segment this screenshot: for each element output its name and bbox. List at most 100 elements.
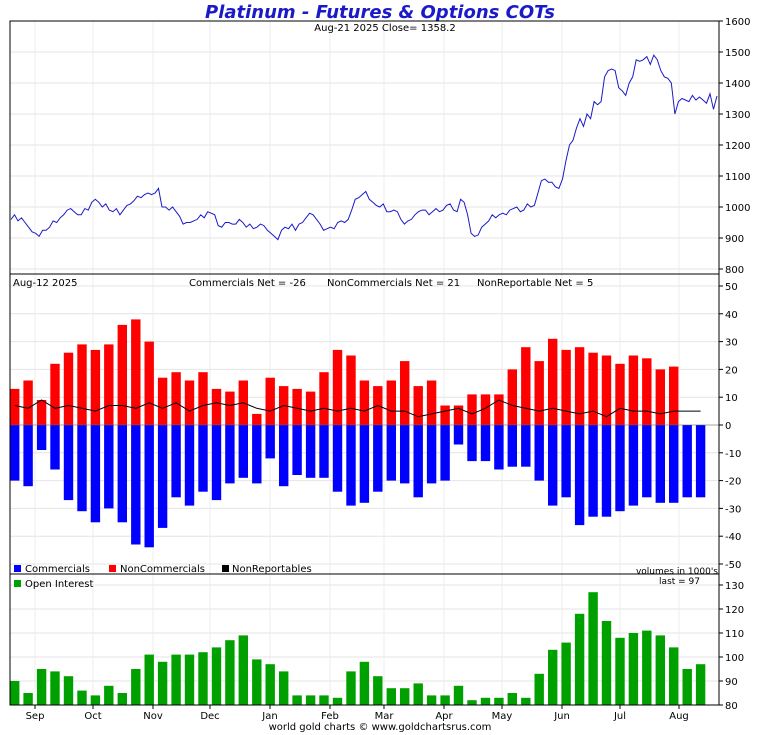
commercials-bar <box>157 425 168 528</box>
month-label: Feb <box>321 711 339 722</box>
commercials-bar <box>548 425 558 506</box>
noncommercials-bar <box>265 377 275 425</box>
legend-swatch-commercials <box>14 565 21 572</box>
open-interest-bar <box>225 640 235 705</box>
noncommercials-bar <box>50 363 60 425</box>
cot-axis-tick-label: 50 <box>725 282 738 293</box>
commercials-bar <box>23 425 33 487</box>
noncommercials-bar <box>346 355 356 425</box>
open-interest-bar <box>373 676 383 705</box>
price-axis-tick-label: 1500 <box>725 48 750 59</box>
open-interest-bar <box>494 697 504 705</box>
open-interest-bar <box>265 664 275 705</box>
noncommercials-bar <box>467 394 477 425</box>
price-axis-tick-label: 1200 <box>725 141 750 152</box>
open-interest-bar <box>601 621 612 705</box>
noncommercials-bar <box>521 347 531 425</box>
open-interest-bar <box>305 695 316 705</box>
legend-swatch-open-interest <box>14 580 21 587</box>
open-interest-bar <box>521 697 531 705</box>
commercials-bar <box>682 425 692 498</box>
noncommercials-bar <box>198 372 208 425</box>
price-axis-tick-label: 1300 <box>725 110 750 121</box>
open-interest-bar <box>279 671 289 705</box>
cot-axis-tick-label: 10 <box>725 393 738 404</box>
noncommercials-bar <box>292 388 302 425</box>
open-interest-bar <box>467 700 477 705</box>
noncommercials-bar <box>77 344 87 425</box>
commercials-bar <box>63 425 74 501</box>
month-label: Oct <box>84 711 101 722</box>
commercials-bar <box>305 425 316 478</box>
price-subtitle: Aug-21 2025 Close= 1358.2 <box>314 23 455 34</box>
oi-axis-tick-label: 110 <box>725 629 744 640</box>
noncommercials-bar <box>319 372 329 425</box>
cot-axis-tick-label: -20 <box>725 477 741 488</box>
cot-axis-tick-label: 20 <box>725 365 738 376</box>
nonreportables-line <box>14 399 701 418</box>
commercials-bar <box>534 425 544 481</box>
noncommercials-bar <box>601 355 612 425</box>
commercials-bar <box>480 425 491 462</box>
open-interest-bar <box>695 664 706 705</box>
oi-axis-tick-label: 100 <box>725 653 744 664</box>
price-axis-tick-label: 1400 <box>725 79 750 90</box>
commercials-bar <box>642 425 652 498</box>
open-interest-bar <box>480 697 491 705</box>
open-interest-bar <box>682 669 692 705</box>
open-interest-bar <box>50 671 60 705</box>
price-axis-tick-label: 1000 <box>725 203 750 214</box>
grid <box>10 20 719 706</box>
commercials-bar <box>655 425 665 503</box>
open-interest-bar <box>144 654 154 705</box>
legend-nonreportables: NonReportables <box>232 564 312 575</box>
price-axis-tick-label: 1600 <box>725 17 750 28</box>
commercials-bar <box>171 425 181 498</box>
nonreportables-net-label: NonReportable Net = 5 <box>477 278 593 289</box>
cot-axis-tick-label: -50 <box>725 560 741 571</box>
noncommercials-bar <box>413 386 423 425</box>
commercials-bar <box>494 425 504 470</box>
commercials-bar <box>36 425 47 450</box>
noncommercials-bar <box>534 361 544 425</box>
month-label: May <box>492 711 513 722</box>
open-interest-bar <box>10 681 20 705</box>
noncommercials-bar <box>23 380 33 425</box>
noncommercials-bar <box>494 394 504 425</box>
month-label: Sep <box>26 711 45 722</box>
commercials-bar <box>117 425 127 523</box>
commercials-bar <box>131 425 141 545</box>
open-interest-bar <box>36 669 47 705</box>
open-interest-bar <box>117 693 127 705</box>
commercials-bar <box>373 425 383 492</box>
open-interest-bar <box>534 673 544 705</box>
footer-credit: world gold charts © www.goldchartsrus.co… <box>268 722 492 733</box>
open-interest-bar <box>90 695 101 705</box>
commercials-bar <box>292 425 302 475</box>
open-interest-bar <box>104 685 114 705</box>
commercials-bar <box>265 425 275 459</box>
noncommercials-bar <box>184 380 195 425</box>
commercials-bar <box>453 425 464 445</box>
commercials-bar <box>588 425 598 517</box>
noncommercials-bar <box>386 380 396 425</box>
open-interest-bar <box>184 654 195 705</box>
commercials-bar <box>507 425 517 467</box>
oi-axis-tick-label: 80 <box>725 701 738 712</box>
open-interest-bar <box>642 630 652 705</box>
open-interest-bar <box>400 688 410 705</box>
open-interest-bar <box>238 635 248 705</box>
month-label: Aug <box>669 711 689 722</box>
open-interest-bar <box>615 637 625 705</box>
open-interest-bar <box>131 669 141 705</box>
commercials-bar <box>359 425 370 503</box>
cot-date-label: Aug-12 2025 <box>13 278 78 289</box>
volumes-note: volumes in 1000's <box>636 567 718 577</box>
noncommercials-bar <box>131 319 141 425</box>
open-interest-bar <box>561 642 571 705</box>
month-label: Mar <box>375 711 395 722</box>
open-interest-bar <box>588 592 598 705</box>
commercials-bar <box>386 425 396 481</box>
commercials-bar <box>426 425 437 484</box>
